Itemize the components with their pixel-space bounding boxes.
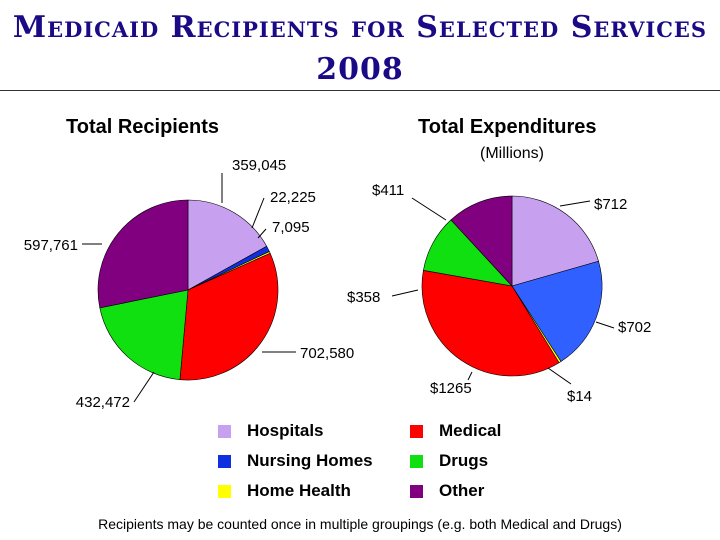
slice-label-nursing-homes: $702 [618, 319, 651, 336]
expenditures-chart-subtitle: (Millions) [480, 145, 544, 162]
expenditures-chart-title: Total Expenditures [418, 116, 597, 138]
pie-slice-drugs [99, 289, 189, 380]
pie-slice-hospitals [511, 195, 599, 287]
slice-label-home-health: $14 [567, 388, 592, 405]
legend-swatch [218, 454, 231, 468]
legend-swatch [218, 424, 231, 438]
pie-slice-medical [421, 269, 560, 377]
legend-item-hospitals: Hospitals [218, 420, 324, 442]
leader-line [411, 197, 447, 221]
legend-swatch [410, 484, 423, 498]
legend-label: Medical [439, 421, 502, 440]
slice-label-drugs: $358 [347, 289, 380, 306]
legend-label: Hospitals [247, 421, 324, 440]
slice-label-home-health: 7,095 [272, 219, 310, 236]
recipients-chart-title: Total Recipients [66, 116, 219, 138]
legend-item-other: Other [410, 480, 484, 502]
legend-swatch [218, 484, 231, 498]
legend-swatch [410, 454, 423, 468]
slice-label-drugs: 432,472 [76, 394, 130, 411]
leader-line [133, 371, 155, 403]
page-title: Medicaid Recipients for Selected Service… [12, 10, 708, 45]
leader-line [391, 289, 419, 297]
slice-label-hospitals: 359,045 [232, 157, 286, 174]
page-title-year: 2008 [316, 52, 404, 87]
pie-slice-other [97, 199, 189, 309]
legend-item-medical: Medical [410, 420, 501, 442]
pie-slice-medical [179, 252, 279, 381]
leader-line [595, 321, 615, 329]
leader-line [251, 197, 265, 229]
slice-label-other: $411 [372, 182, 404, 199]
slice-label-medical: 702,580 [300, 345, 354, 362]
pie-slice-hospitals [187, 199, 268, 291]
expenditures-pie [421, 195, 603, 377]
legend-item-nursing-homes: Nursing Homes [218, 450, 373, 472]
recipients-pie [97, 199, 279, 381]
slice-label-medical: $1265 [430, 380, 472, 397]
slice-label-other: 597,761 [24, 237, 78, 254]
slice-label-nursing-homes: 22,225 [270, 189, 316, 206]
pie-slice-other [450, 195, 513, 287]
legend-label: Drugs [439, 451, 489, 470]
legend-label: Other [439, 481, 485, 500]
pie-slice-nursing-homes [511, 260, 603, 362]
leader-line [559, 200, 591, 207]
legend-item-drugs: Drugs [410, 450, 488, 472]
slice-label-hospitals: $712 [594, 196, 627, 213]
leader-line [547, 367, 572, 385]
legend-swatch [410, 424, 423, 438]
legend-item-home-health: Home Health [218, 480, 351, 502]
legend-label: Home Health [247, 481, 351, 500]
legend-label: Nursing Homes [247, 451, 373, 470]
footnote: Recipients may be counted once in multip… [98, 516, 622, 532]
leader-line [467, 371, 473, 381]
leader-line [257, 228, 267, 239]
title-divider [0, 90, 720, 91]
